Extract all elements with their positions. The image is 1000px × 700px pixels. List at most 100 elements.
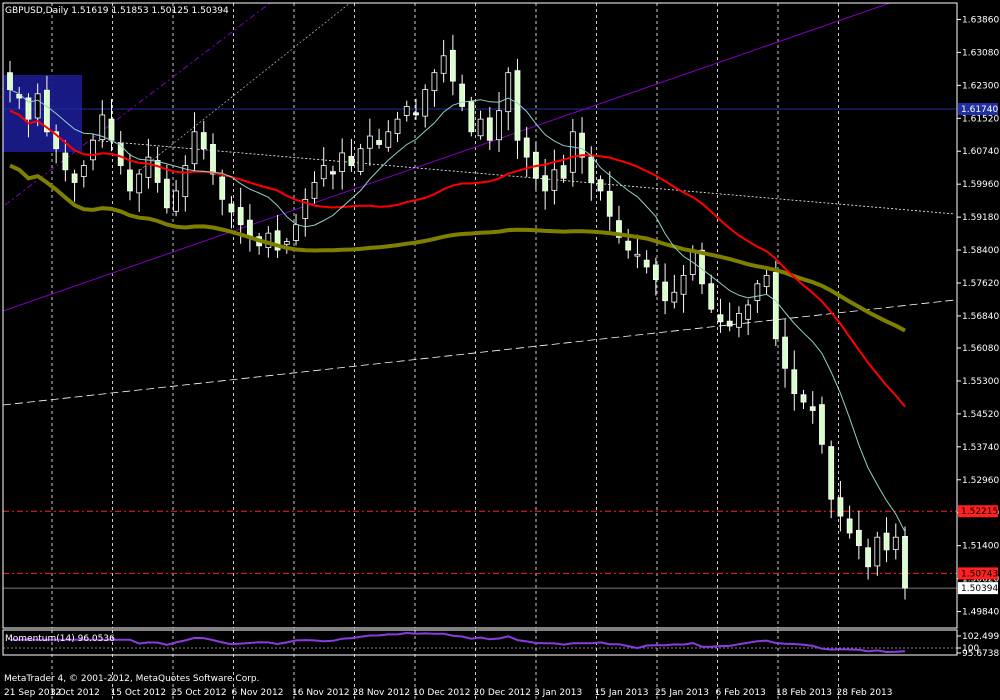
candle-body [366,135,373,149]
candle [736,306,742,338]
candle [459,74,466,112]
candle-body [182,165,189,198]
blue-price-tag: 1.61740 [958,102,998,115]
candle-body [237,207,244,226]
candle-body [339,152,346,172]
candle-body [117,143,124,166]
candle [643,250,650,274]
candle [53,124,60,164]
red-lower-price-tag-text: 1.50743 [961,569,998,579]
candle-body [136,173,143,194]
blue-price-tag-text: 1.61740 [961,105,998,115]
candle-body [625,240,632,251]
current-price-tag: 1.50394 [958,582,998,595]
candle [440,39,447,83]
candle [219,169,226,216]
x-tick-label: 6 Nov 2012 [232,688,284,698]
candle-body [357,148,364,172]
candle-body [440,55,447,74]
candle-body [883,532,890,551]
candle-body [754,283,761,301]
purple-trendline [2,2,891,312]
candle [579,117,585,174]
momentum-line [10,631,906,654]
candle-body [486,117,493,141]
candle-body [108,118,115,141]
candle-body [348,155,355,166]
candle-body [560,165,567,179]
candle-body [145,156,152,178]
candle [348,138,355,172]
candle-body [293,224,299,241]
candle [154,146,161,193]
candle [200,120,207,160]
x-tick-label: 15 Jan 2013 [595,688,649,698]
candle [311,171,318,204]
momentum-tick-label: 95.6738 [962,649,999,659]
candle [819,396,825,454]
candle-body [699,249,705,285]
candle-body [763,274,770,288]
x-tick-label: 28 Nov 2012 [353,688,411,698]
y-tick-label: 1.50620 [962,575,999,585]
candle [80,160,87,188]
y-tick-label: 1.55300 [962,377,999,387]
dotted-trendline [139,2,351,171]
candle-body [597,179,604,192]
ma-red-line [9,109,906,408]
red-upper-price-tag-box [958,505,998,518]
candle-body [671,291,678,303]
momentum-tick-label: 100 [962,644,979,654]
current-price-tag-text: 1.50394 [961,584,998,594]
red-lower-price-tag-box [958,567,998,580]
candle [173,179,179,217]
candle-body [569,131,576,173]
y-tick-label: 1.57620 [962,279,999,289]
x-tick-label: 25 Oct 2012 [171,688,227,698]
candle-body [551,169,558,191]
candle [782,318,788,388]
candle [671,274,678,309]
candle [809,391,816,424]
chart-header: GBPUSD,Daily 1.51619 1.51853 1.50125 1.5… [5,6,229,16]
candle [800,389,807,410]
candle-body [459,83,466,107]
candle [745,299,752,336]
x-tick-label: 28 Feb 2013 [837,688,893,698]
x-tick-label: 18 Feb 2013 [776,688,832,698]
candle-body [819,404,825,445]
y-tick-label: 1.58400 [962,246,999,256]
candle-body [53,131,60,150]
candle [431,69,438,107]
candle-body [80,165,87,177]
candle [828,440,835,519]
candle [274,214,281,258]
candle [486,107,493,150]
candle-body [892,536,899,550]
candle [422,84,429,128]
y-tick-label: 1.56080 [962,344,999,354]
candle-body [588,156,595,183]
candle [606,171,613,231]
candle-body [449,49,456,82]
candle [182,155,189,212]
candle-body [330,171,336,175]
momentum-panel [3,631,957,654]
candle-body [523,137,530,158]
candle-body [200,132,207,150]
candle [320,147,327,187]
candle-body [902,536,908,589]
candle [99,100,106,148]
candle-body [228,203,235,213]
x-tick-label: 10 Dec 2012 [413,688,471,698]
red-upper-price-tag: 1.52215 [958,505,998,518]
lower-dashed-trendline [2,299,956,406]
candle-body [62,152,69,171]
candle [874,531,881,576]
candle-body [219,176,226,200]
candle [772,260,779,346]
momentum-tick-label: 102.4993 [962,632,1000,642]
candle-body [163,178,170,209]
x-tick-label: 6 Feb 2013 [716,688,766,698]
